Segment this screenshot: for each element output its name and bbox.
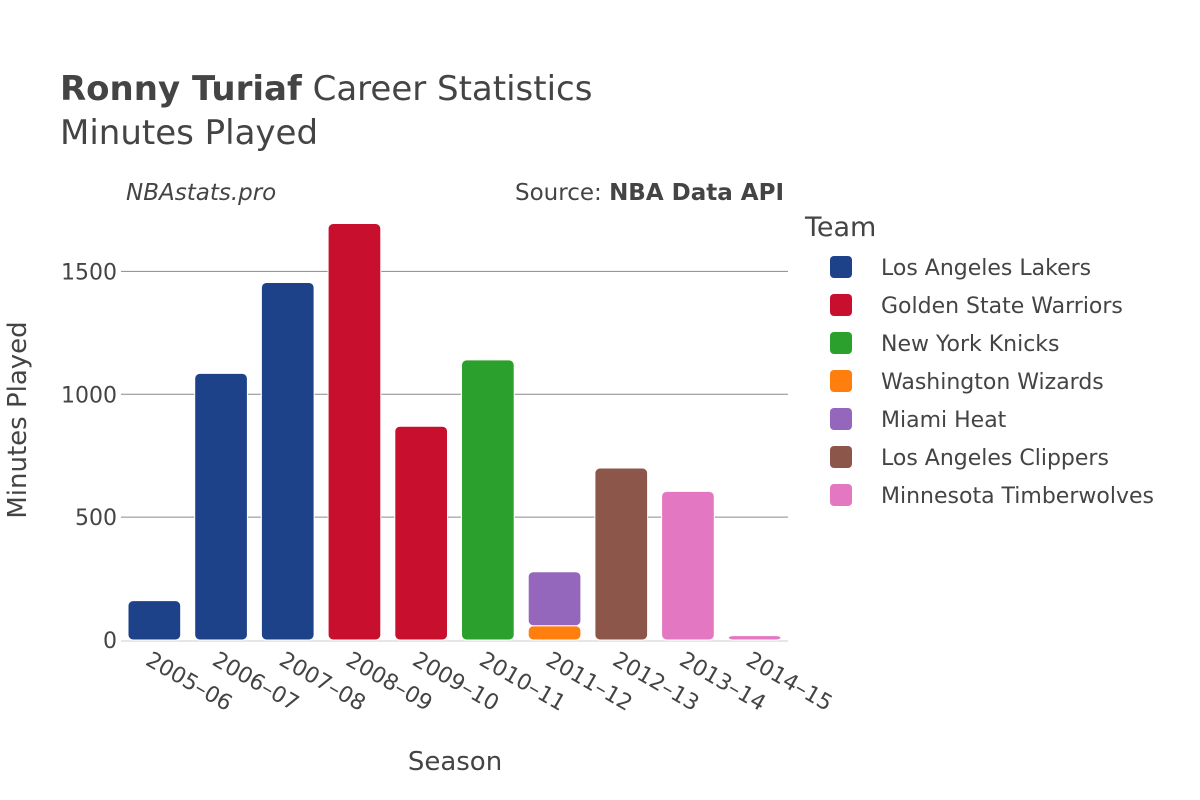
bar-washington-wizards-2011–12: [527, 625, 582, 641]
y-axis-title: Minutes Played: [3, 321, 33, 518]
legend-swatch: [830, 294, 852, 316]
legend-item-label: Minnesota Timberwolves: [881, 484, 1154, 509]
x-axis-title: Season: [408, 747, 502, 777]
bar-golden-state-warriors-2009–10: [394, 425, 448, 641]
y-tick-label: 500: [75, 506, 117, 531]
legend-item-label: Los Angeles Clippers: [881, 446, 1109, 471]
legend-swatch: [830, 446, 852, 468]
chart-subtitle: Minutes Played: [60, 113, 318, 153]
source-name: NBA Data API: [609, 180, 784, 206]
bar-golden-state-warriors-2008–09: [327, 223, 382, 641]
y-tick-label: 1000: [61, 383, 117, 408]
bar-los-angeles-lakers-2006–07: [194, 372, 248, 641]
bars: [127, 223, 782, 641]
legend-item-label: Miami Heat: [881, 408, 1007, 433]
bar-los-angeles-lakers-2007–08: [260, 281, 315, 641]
legend-title: Team: [804, 212, 876, 243]
y-tick-label: 1500: [61, 260, 117, 285]
legend-item-label: Washington Wizards: [881, 370, 1104, 395]
legend-swatch: [830, 332, 852, 354]
bar-miami-heat-2011–12: [527, 571, 582, 627]
legend: Los Angeles Lakers Golden State Warriors N…: [830, 256, 1154, 509]
bar-los-angeles-clippers-2012–13: [594, 467, 649, 641]
legend-swatch: [830, 370, 852, 392]
legend-swatch: [830, 408, 852, 430]
legend-item-label: Los Angeles Lakers: [881, 256, 1091, 281]
chart-title-player: Ronny Turiaf: [60, 69, 303, 109]
y-tick-labels: 0 500 1000 1500: [61, 260, 117, 654]
source-label: Source: NBA Data API: [515, 180, 784, 206]
legend-swatch: [830, 256, 852, 278]
chart-title: Ronny Turiaf Career Statistics: [60, 69, 592, 109]
source-prefix: Source:: [515, 180, 609, 206]
chart-title-rest: Career Statistics: [313, 69, 593, 109]
legend-item-label: Golden State Warriors: [881, 294, 1123, 319]
bar-minnesota-timberwolves-2014–15: [727, 635, 782, 641]
x-tick-labels: 2005–062006–072007–082008–092009–102010–…: [141, 648, 836, 717]
y-tick-label: 0: [103, 629, 117, 654]
bar-los-angeles-lakers-2005–06: [127, 600, 182, 641]
legend-swatch: [830, 484, 852, 506]
watermark: NBAstats.pro: [126, 180, 276, 206]
bar-new-york-knicks-2010–11: [461, 359, 515, 641]
bar-minnesota-timberwolves-2013–14: [661, 490, 715, 641]
legend-item-label: New York Knicks: [881, 332, 1060, 357]
